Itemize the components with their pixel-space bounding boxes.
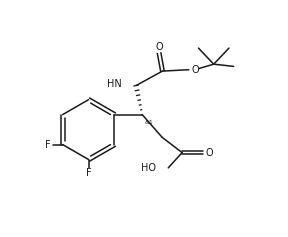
- Text: F: F: [46, 140, 51, 150]
- Text: O: O: [155, 42, 163, 52]
- Text: F: F: [86, 168, 91, 178]
- Text: HO: HO: [141, 163, 156, 173]
- Text: O: O: [205, 148, 213, 158]
- Text: HN: HN: [107, 79, 122, 89]
- Text: &1: &1: [144, 120, 153, 125]
- Text: O: O: [191, 65, 199, 75]
